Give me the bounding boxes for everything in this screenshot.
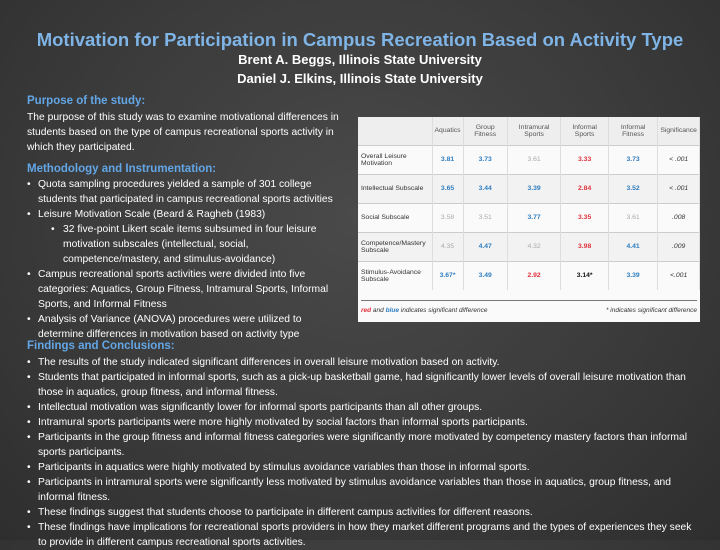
table-cell: 2.92 — [507, 260, 562, 290]
finding-bullet: Intellectual motivation was significantl… — [27, 400, 699, 415]
table-cell: 3.77 — [507, 202, 562, 232]
table-cell: 3.35 — [560, 202, 609, 232]
table-cell: 3.61 — [608, 202, 659, 232]
finding-bullet: Participants in intramural sports were s… — [27, 475, 699, 505]
column-header: Informal Fitness — [608, 117, 659, 145]
findings-heading: Findings and Conclusions: — [27, 340, 175, 352]
methodology-bullet: Analysis of Variance (ANOVA) procedures … — [27, 312, 347, 342]
table-cell: 3.61 — [507, 144, 562, 174]
table-cell: 4.35 — [432, 231, 464, 261]
finding-bullet: Students that participated in informal s… — [27, 370, 699, 400]
footnote-blue: blue — [385, 307, 399, 314]
methodology-heading: Methodology and Instrumentation: — [27, 163, 217, 175]
table-cell: 3.67* — [432, 260, 464, 290]
significance-cell: < .001 — [657, 144, 700, 174]
purpose-text: The purpose of this study was to examine… — [27, 112, 339, 153]
author-1: Brent A. Beggs, Illinois State Universit… — [238, 52, 482, 67]
column-header: Intramural Sports — [507, 117, 562, 145]
table-row: Stimulus-Avoidance Subscale 3.67* 3.49 2.92… — [358, 260, 700, 290]
table-cell: 3.39 — [608, 260, 659, 290]
table-cell: 2.84 — [560, 173, 609, 203]
table-cell: 3.51 — [463, 202, 508, 232]
finding-bullet: Participants in the group fitness and in… — [27, 430, 699, 460]
table-row: Intellectual Subscale 3.65 3.44 3.39 2.84 3.5… — [358, 173, 700, 203]
significance-cell: .009 — [657, 231, 700, 261]
methodology-bullet: Leisure Motivation Scale (Beard & Ragheb… — [27, 207, 347, 222]
author-2: Daniel J. Elkins, Illinois State Univers… — [237, 71, 483, 86]
table-cell: 3.73 — [463, 144, 508, 174]
footnote-and: and — [371, 307, 386, 314]
row-label: Overall Leisure Motivation — [358, 144, 433, 174]
poster-title: Motivation for Participation in Campus R… — [36, 29, 684, 50]
footnote-star: * indicates significant difference — [605, 307, 697, 314]
table-cell: 3.52 — [608, 173, 659, 203]
methodology-bullet: Quota sampling procedures yielded a samp… — [27, 177, 347, 207]
finding-bullet: Participants in aquatics were highly mot… — [27, 460, 699, 475]
table-footnote: red and blue indicates significant diffe… — [361, 300, 697, 314]
column-header: Informal Sports — [560, 117, 609, 145]
column-header: Group Fitness — [463, 117, 508, 145]
column-header — [358, 117, 433, 145]
table-cell: 3.49 — [463, 260, 508, 290]
column-header: Aquatics — [432, 117, 464, 145]
finding-bullet: The results of the study indicated signi… — [27, 355, 699, 370]
methodology-bullet: 32 five-point Likert scale items subsume… — [27, 222, 347, 267]
finding-bullet: Intramural sports participants were more… — [27, 415, 699, 430]
significance-cell: < .001 — [657, 173, 700, 203]
purpose-heading: Purpose of the study: — [27, 95, 146, 107]
column-header: Significance — [657, 117, 700, 145]
table-cell: 4.41 — [608, 231, 659, 261]
row-label: Competence/Mastery Subscale — [358, 231, 433, 261]
table-row: Competence/Mastery Subscale 4.35 4.47 4.32 3… — [358, 231, 700, 261]
methodology-list: Quota sampling procedures yielded a samp… — [27, 177, 347, 342]
finding-bullet: These findings have implications for rec… — [27, 520, 699, 550]
significance-cell: <.001 — [657, 260, 700, 290]
table-cell: 4.47 — [463, 231, 508, 261]
row-label: Social Subscale — [358, 202, 433, 232]
table-header-row: Aquatics Group Fitness Intramural Sports In… — [358, 117, 700, 145]
methodology-bullet: Campus recreational sports activities we… — [27, 267, 347, 312]
row-label: Stimulus-Avoidance Subscale — [358, 260, 433, 290]
table-cell: 3.73 — [608, 144, 659, 174]
significance-cell: .008 — [657, 202, 700, 232]
findings-list: The results of the study indicated signi… — [27, 355, 699, 550]
table-cell: 3.65 — [432, 173, 464, 203]
table-cell: 3.33 — [560, 144, 609, 174]
results-table: Aquatics Group Fitness Intramural Sports In… — [358, 117, 700, 322]
footnote-red: red — [361, 307, 372, 314]
footnote-rest: indicates significant difference — [398, 307, 488, 314]
table-cell: 3.98 — [560, 231, 609, 261]
table-row: Social Subscale 3.58 3.51 3.77 3.35 3.61.008 — [358, 202, 700, 232]
row-label: Intellectual Subscale — [358, 173, 433, 203]
table-cell: 3.81 — [432, 144, 464, 174]
table-cell: 4.32 — [507, 231, 562, 261]
table-cell: 3.58 — [432, 202, 464, 232]
table-cell: 3.44 — [463, 173, 508, 203]
table-cell: 3.14* — [560, 260, 609, 290]
table-cell: 3.39 — [507, 173, 562, 203]
finding-bullet: These findings suggest that students cho… — [27, 505, 699, 520]
table-row: Overall Leisure Motivation 3.81 3.73 3.61 3.… — [358, 144, 700, 174]
